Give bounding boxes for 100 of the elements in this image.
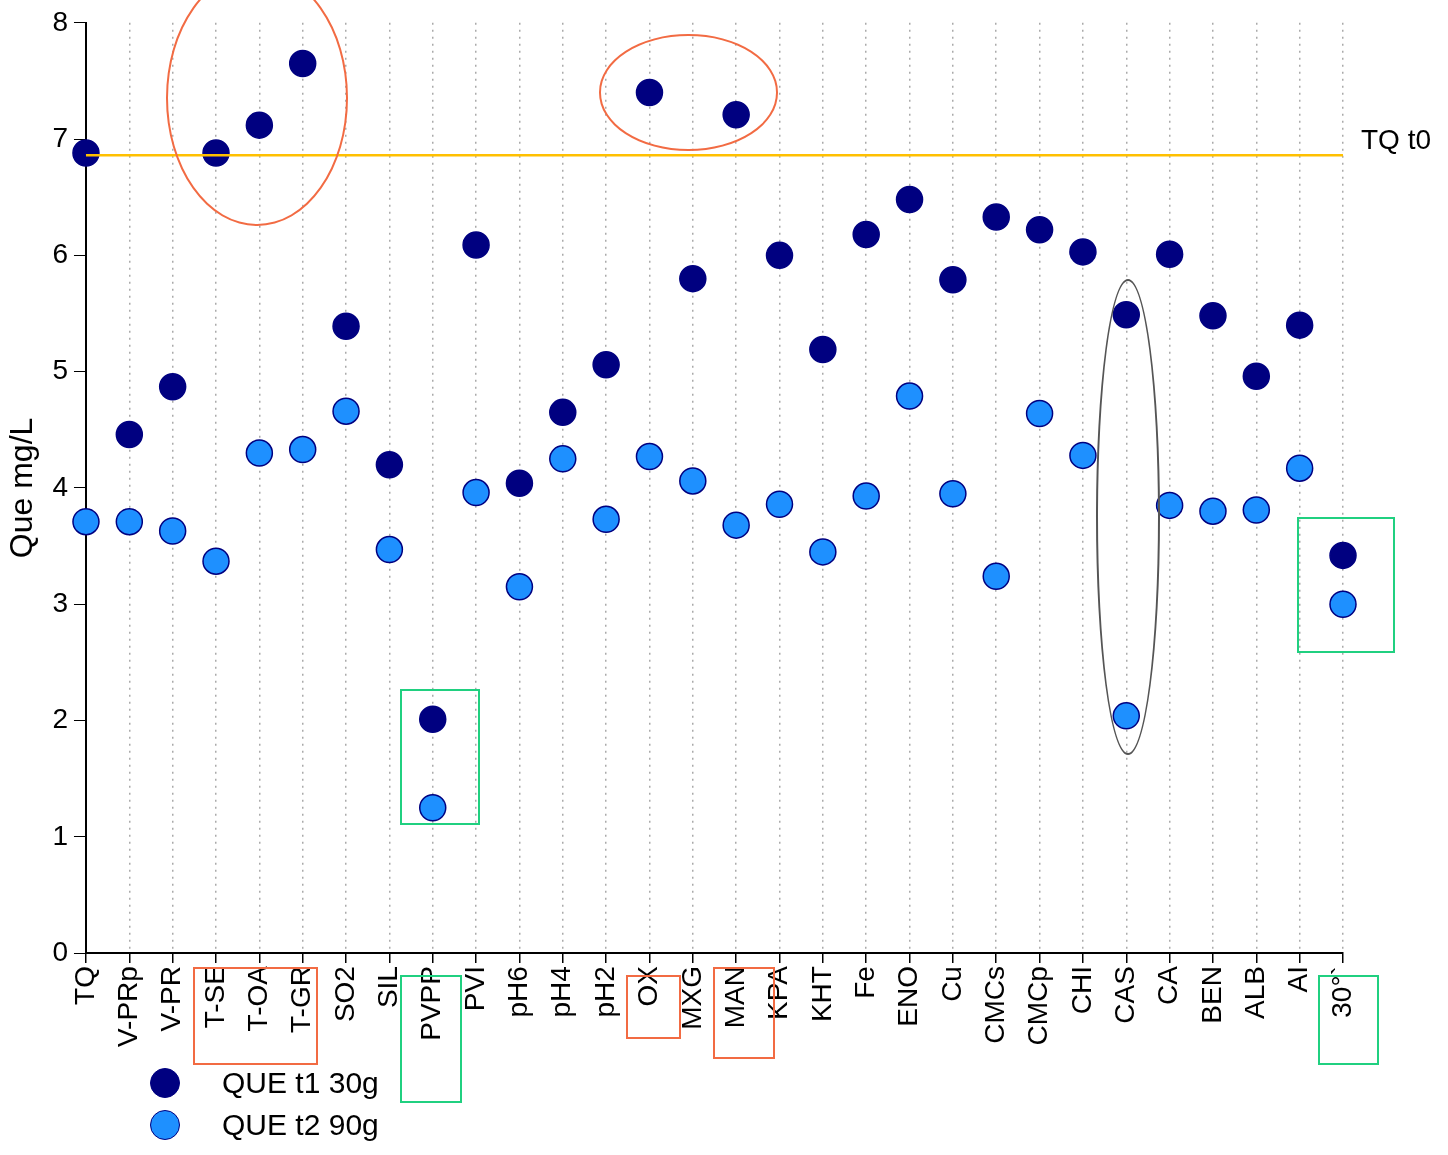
legend-label: QUE t2 90g (222, 1108, 379, 1142)
point (1285, 311, 1314, 339)
x-tick-label: T-OA (242, 965, 274, 1032)
x-tick-label: ALB (1239, 966, 1271, 1020)
x-tick-label: OX (632, 965, 664, 1007)
y-axis-title: Que mg/L (3, 417, 40, 559)
point (895, 382, 924, 410)
x-tick-label: Fe (848, 966, 880, 999)
x-tick-label: SIL (372, 966, 404, 1009)
point (1025, 216, 1054, 244)
point (418, 705, 447, 734)
point (332, 312, 360, 341)
point (505, 469, 534, 498)
point (939, 480, 967, 508)
y-tick-label: 5 (52, 354, 68, 386)
point (722, 511, 750, 539)
x-tick-label: pH4 (545, 966, 577, 1018)
point (1069, 238, 1097, 266)
point (1329, 541, 1357, 570)
point (332, 397, 360, 425)
point (72, 139, 100, 167)
point (809, 538, 837, 566)
x-tick-label: PVPP (415, 966, 447, 1041)
point (245, 111, 274, 139)
point (592, 350, 620, 379)
point (1329, 590, 1357, 618)
point (462, 478, 490, 507)
x-tick-label: MAN (718, 966, 750, 1029)
point (765, 241, 794, 270)
point (288, 435, 317, 464)
point (1112, 300, 1141, 329)
point (1199, 497, 1227, 525)
point (722, 100, 750, 129)
point (1285, 454, 1314, 482)
point (852, 482, 880, 510)
point (158, 517, 187, 545)
point (809, 335, 837, 364)
point (635, 442, 664, 471)
y-tick-label: 3 (52, 586, 68, 618)
x-tick-label: CMCs (978, 966, 1010, 1044)
x-tick-label: T-GR (285, 966, 317, 1033)
point (895, 185, 924, 214)
x-tick-label: pH6 (502, 966, 534, 1018)
x-tick-label: AI (1282, 966, 1314, 993)
point (418, 793, 447, 822)
point (765, 490, 794, 518)
point (1155, 240, 1184, 268)
point (1155, 491, 1184, 520)
point (115, 507, 144, 536)
x-tick-label: CMCp (1022, 966, 1054, 1046)
x-tick-label: pH2 (588, 966, 620, 1018)
point (679, 264, 707, 293)
x-tick-label: V-PR (155, 966, 187, 1032)
point (1025, 399, 1054, 428)
point (852, 220, 880, 249)
x-tick-label: MXG (675, 966, 707, 1030)
x-tick-label: PVI (458, 966, 490, 1012)
ref-line-label: TQ t0 (1361, 124, 1432, 156)
point (635, 78, 664, 107)
x-tick-label: SO2 (328, 966, 360, 1023)
point (202, 547, 230, 575)
x-tick-label: 30°` (1325, 966, 1357, 1018)
y-tick-label: 2 (52, 703, 68, 735)
y-tick-label: 0 (52, 935, 68, 967)
point (1242, 362, 1271, 391)
point (549, 398, 577, 427)
x-tick-label: ENO (892, 966, 924, 1027)
x-tick-label: CAS (1108, 966, 1140, 1024)
point (1199, 302, 1227, 330)
x-tick-label: Cu (935, 966, 967, 1002)
point (549, 445, 577, 473)
point (982, 203, 1010, 231)
y-tick-label: 7 (52, 121, 68, 153)
y-tick-label: 6 (52, 238, 68, 270)
y-tick-label: 4 (52, 470, 68, 502)
point (115, 420, 144, 449)
x-tick-label: CHI (1065, 966, 1097, 1015)
x-tick-label: CA (1152, 965, 1184, 1005)
x-tick-label: TQ (68, 966, 100, 1005)
point (288, 49, 317, 78)
point (939, 266, 967, 294)
point (1112, 702, 1141, 730)
point (245, 439, 274, 467)
point (462, 231, 490, 259)
point (982, 562, 1010, 591)
x-tick-label: BEN (1195, 966, 1227, 1024)
point (679, 467, 707, 495)
point (505, 573, 534, 601)
x-tick-label: KHT (805, 966, 837, 1023)
legend-label: QUE t1 30g (222, 1066, 379, 1100)
x-tick-label: T-SE (198, 966, 230, 1029)
x-tick-label: V-PRp (112, 966, 144, 1048)
y-tick-label: 8 (52, 5, 68, 37)
point (1242, 496, 1271, 524)
point (1069, 441, 1097, 470)
point (375, 535, 404, 564)
y-tick-label: 1 (52, 819, 68, 851)
point (375, 450, 404, 479)
point (592, 505, 620, 534)
point (158, 373, 187, 401)
